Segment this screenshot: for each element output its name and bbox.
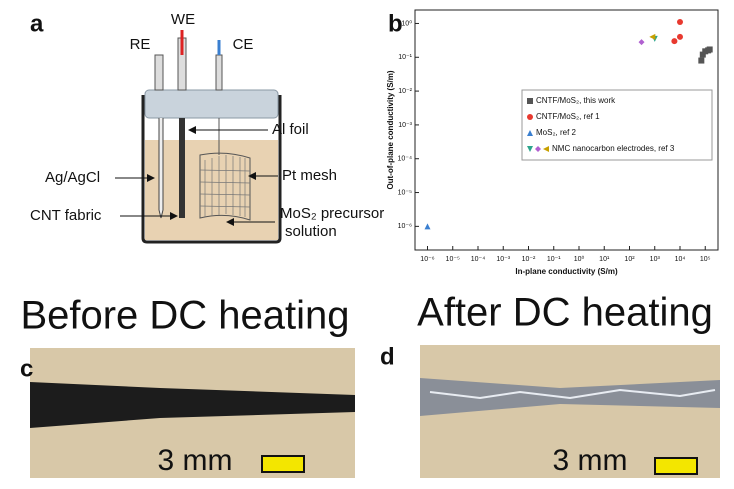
y-tick-label: 10⁻⁶ [398, 223, 412, 230]
fabric-sheen [429, 388, 716, 400]
scale-label: 3 mm [158, 444, 233, 477]
beaker [141, 95, 282, 244]
y-tick-label: 10⁻¹ [398, 54, 412, 61]
panel-d: After DC heating d 3 mm [380, 291, 720, 478]
x-axis-title: In-plane conductivity (S/m) [515, 267, 618, 276]
x-tick-label: 10² [624, 256, 635, 263]
data-point [676, 19, 683, 26]
x-tick-label: 10⁻¹ [547, 256, 561, 263]
electrode-label: CE [233, 36, 254, 53]
legend-label: MoS₂, ref 2 [536, 128, 577, 137]
x-tick-label: 10⁻³ [496, 256, 510, 263]
y-tick-label: 10⁻³ [398, 122, 412, 129]
legend-marker [527, 130, 533, 136]
x-tick-label: 10⁻² [522, 256, 536, 263]
x-tick-label: 10⁻⁶ [420, 256, 434, 263]
data-point [706, 46, 713, 53]
scale-bar [654, 457, 698, 475]
scale-bar [261, 455, 305, 473]
y-tick-label: 10⁻⁴ [398, 156, 413, 163]
legend-box [521, 89, 713, 161]
x-tick-label: 10⁻⁴ [471, 256, 486, 263]
panel-label: d [380, 343, 395, 370]
data-point [676, 33, 683, 40]
data-point [638, 39, 645, 46]
callout: CNT fabric [30, 207, 102, 224]
x-tick-label: 10³ [650, 256, 661, 263]
solution [145, 140, 278, 240]
callout: Ag/AgCl [45, 169, 100, 186]
data-point [698, 57, 705, 64]
callout: Al foil [272, 121, 309, 138]
fabric [30, 382, 355, 428]
plot-area [414, 9, 719, 251]
lid [144, 89, 279, 119]
electrode-label: RE [130, 36, 151, 53]
legend-marker [527, 114, 533, 120]
panel-label: b [388, 10, 403, 37]
electrode-label: WE [171, 11, 195, 28]
x-tick-label: 10⁰ [574, 255, 585, 263]
panel-b: b 10⁻⁶ 10⁻⁵ 10⁻⁴ 10⁻³ 10⁻² 10⁻¹ 10⁰ 10¹ 10² 10³ 10… [386, 9, 719, 276]
legend-marker [535, 146, 541, 152]
data-point [424, 223, 431, 230]
scale-label: 3 mm [553, 444, 628, 477]
x-tick-label: 10⁵ [700, 256, 711, 263]
legend-marker [527, 98, 533, 104]
photo-title: After DC heating [417, 291, 713, 335]
re-tube [158, 118, 164, 219]
panel-label: c [20, 355, 33, 382]
y-tick-label: 10⁻⁵ [398, 189, 412, 196]
legend-label: NMC nanocarbon electrodes, ref 3 [552, 144, 675, 153]
legend-marker [543, 146, 549, 152]
panel-c: Before DC heating c 3 mm [20, 294, 355, 478]
callout: MoS₂ precursor [280, 205, 384, 222]
y-tick-label: 10⁻² [398, 88, 412, 95]
panel-a: a RE WE CE Al foil Ag/AgCl Pt mesh CNT f… [30, 10, 384, 244]
y-axis-title: Out-of-plane conductivity (S/m) [386, 70, 395, 189]
x-tick-label: 10⁴ [675, 256, 686, 263]
legend-label: CNTF/MoS₂, this work [536, 96, 616, 105]
callout: solution [285, 223, 337, 240]
pt-mesh [199, 152, 251, 221]
y-tick-label: 10⁰ [401, 19, 412, 27]
panel-label: a [30, 10, 44, 37]
re-electrode [154, 54, 164, 91]
ce-electrode [215, 54, 223, 91]
data-point [671, 38, 678, 45]
photo-title: Before DC heating [20, 294, 349, 338]
x-tick-label: 10⁻⁵ [446, 256, 460, 263]
data-point [649, 33, 656, 40]
legend-label: CNTF/MoS₂, ref 1 [536, 112, 600, 121]
pt-mesh-grid [199, 155, 251, 217]
legend-marker [527, 146, 533, 152]
callout: Pt mesh [282, 167, 337, 184]
cnt-fabric [179, 118, 185, 218]
x-tick-label: 10¹ [599, 256, 610, 263]
